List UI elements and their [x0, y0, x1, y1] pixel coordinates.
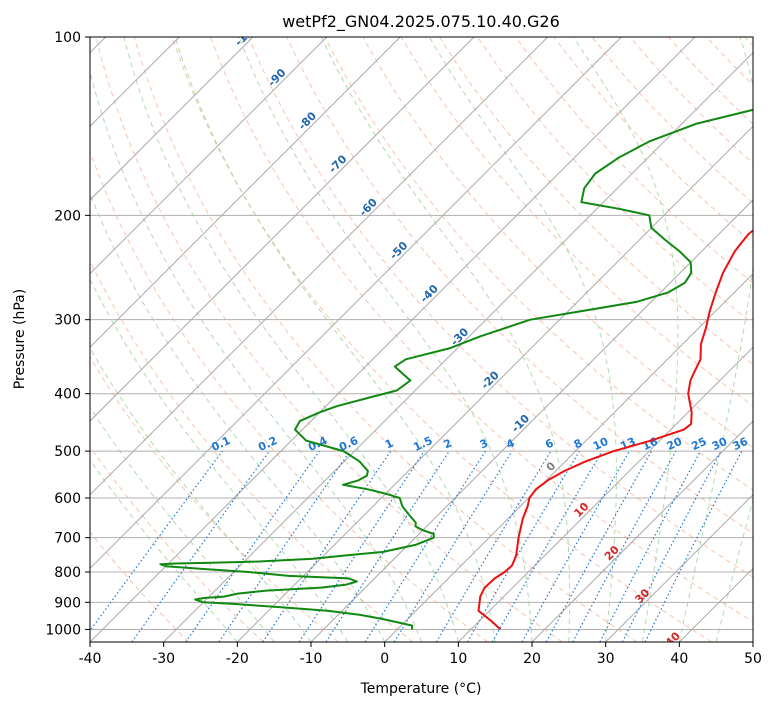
mixing-ratio-label: 25 [689, 435, 708, 453]
isotherm-line [90, 37, 549, 496]
dry-adiabat [438, 37, 753, 366]
isotherm-line [90, 37, 475, 422]
y-tick-label: 900 [54, 595, 81, 611]
x-axis: -40 -30 -20 -10 0 10 20 30 40 50 [79, 642, 762, 667]
x-tick-label: 50 [744, 651, 762, 667]
dry-adiabat [90, 356, 339, 642]
y-tick-label: 1000 [45, 622, 81, 638]
isobar-grid [90, 37, 753, 630]
mixing-ratio-line [218, 450, 351, 642]
moist-adiabat [90, 406, 275, 642]
y-tick-label: 100 [54, 30, 81, 46]
dry-adiabat [90, 531, 190, 642]
y-axis: 100 200 300 400 500 600 700 800 900 1000 [45, 30, 90, 638]
dry-adiabat [90, 150, 488, 642]
isotherms [90, 37, 753, 642]
x-tick-label: 40 [670, 651, 688, 667]
x-tick-label: -30 [152, 651, 175, 667]
moist-adiabat [320, 37, 571, 642]
x-tick-label: 30 [597, 651, 615, 667]
y-tick-label: 200 [54, 208, 81, 224]
mixing-ratio-line [325, 450, 450, 642]
dry-adiabat [171, 37, 712, 642]
isotherm-line [384, 272, 753, 642]
moist-adiabat [90, 347, 312, 642]
moist-adiabat [428, 37, 617, 642]
y-tick-label: 400 [54, 387, 81, 403]
isotherm-line [531, 420, 753, 642]
isotherm-label: -100 [232, 20, 261, 49]
moist-adiabat [90, 192, 386, 642]
dry-adiabat [95, 37, 563, 642]
dry-adiabat [90, 445, 264, 642]
dewpoint-profile-line [159, 108, 753, 630]
mixing-ratio-label: 10 [591, 435, 611, 453]
mixing-ratio-label: 20 [665, 435, 685, 453]
moist-adiabat [123, 37, 459, 642]
isotherm-line [236, 125, 753, 642]
mixing-ratio-line [545, 450, 653, 642]
y-tick-label: 300 [54, 313, 81, 329]
x-tick-label: 20 [523, 651, 541, 667]
moist-adiabat [238, 37, 533, 642]
moist-adiabat [90, 459, 238, 642]
y-tick-label: 800 [54, 565, 81, 581]
plot-frame [89, 36, 754, 643]
mixing-ratio-line [90, 450, 223, 632]
x-tick-label: -40 [79, 651, 102, 667]
moist-adiabats [90, 37, 753, 642]
isotherm-line [605, 493, 753, 642]
dry-adiabat [400, 37, 753, 407]
y-tick-label: 500 [54, 444, 81, 460]
x-tick-label: 10 [449, 651, 467, 667]
dry-adiabat [515, 37, 753, 284]
x-tick-label: 0 [380, 651, 389, 667]
x-tick-label: -10 [300, 651, 323, 667]
x-tick-label: -20 [226, 651, 249, 667]
dry-adiabat [248, 37, 753, 578]
isotherm-line [310, 199, 753, 642]
mixing-ratio-line [644, 450, 743, 642]
chart-title: wetPf2_GN04.2025.075.10.40.G26 [282, 12, 560, 32]
isotherm-line [90, 37, 622, 570]
isotherm-line [163, 51, 753, 642]
isotherm-line [90, 37, 328, 275]
moist-adiabat [90, 278, 349, 642]
y-axis-title: Pressure (hPa) [12, 289, 28, 389]
dry-adiabat [133, 37, 638, 642]
mixing-ratio-line [572, 450, 677, 642]
temperature-profile-line [477, 229, 753, 631]
mixing-ratio-line [262, 450, 392, 642]
mixing-ratio-line [185, 450, 320, 642]
mixing-ratio-label: 30 [710, 435, 730, 453]
moist-adiabat [90, 70, 422, 642]
isotherm-line [90, 37, 696, 642]
y-tick-label: 700 [54, 531, 81, 547]
dry-adiabat [210, 37, 753, 623]
y-tick-label: 600 [54, 491, 81, 507]
isotherm-line [90, 37, 254, 201]
mixing-ratio-line [521, 450, 631, 642]
mixing-ratio-line [298, 450, 425, 642]
mixing-ratio-label: 36 [731, 435, 751, 453]
moist-adiabat [572, 37, 679, 642]
isotherm-line [457, 346, 753, 642]
mixing-ratio-line [393, 450, 513, 642]
moist-adiabat [174, 37, 496, 642]
plot-area: 0.10.20.40.611.52346810131620253036-100-… [90, 20, 753, 642]
x-axis-title: Temperature (°C) [360, 681, 482, 697]
isotherm-line [90, 37, 401, 349]
